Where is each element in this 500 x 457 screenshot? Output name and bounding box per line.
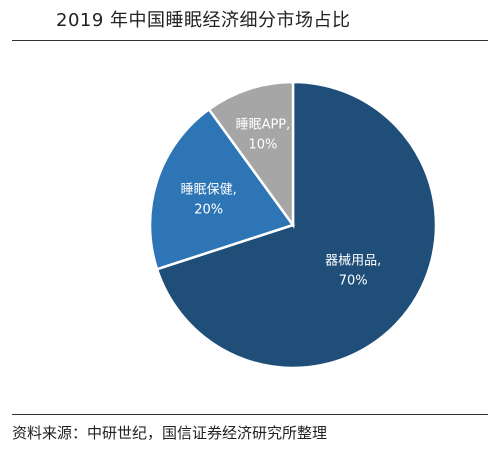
slice-percent-label: 10% (248, 138, 277, 153)
source-rule (12, 414, 488, 415)
slice-name-label: 睡眠保健, (181, 183, 237, 198)
slice-percent-label: 70% (339, 274, 368, 289)
slice-name-label: 器械用品, (325, 254, 381, 269)
source-note: 资料来源：中研世纪，国信证券经济研究所整理 (12, 424, 328, 442)
pie-labels: 器械用品, 70% 睡眠保健, 20% 睡眠APP, 10% (181, 118, 382, 289)
pie-slice (207, 80, 295, 229)
chart-title: 2019 年中国睡眠经济细分市场占比 (56, 10, 351, 31)
pie-slice (148, 107, 296, 271)
title-rule (12, 40, 488, 41)
pie-slice (155, 80, 438, 370)
slice-percent-label: 20% (194, 203, 223, 218)
pie-slices (148, 80, 438, 370)
slice-name-label: 睡眠APP, (236, 118, 291, 133)
